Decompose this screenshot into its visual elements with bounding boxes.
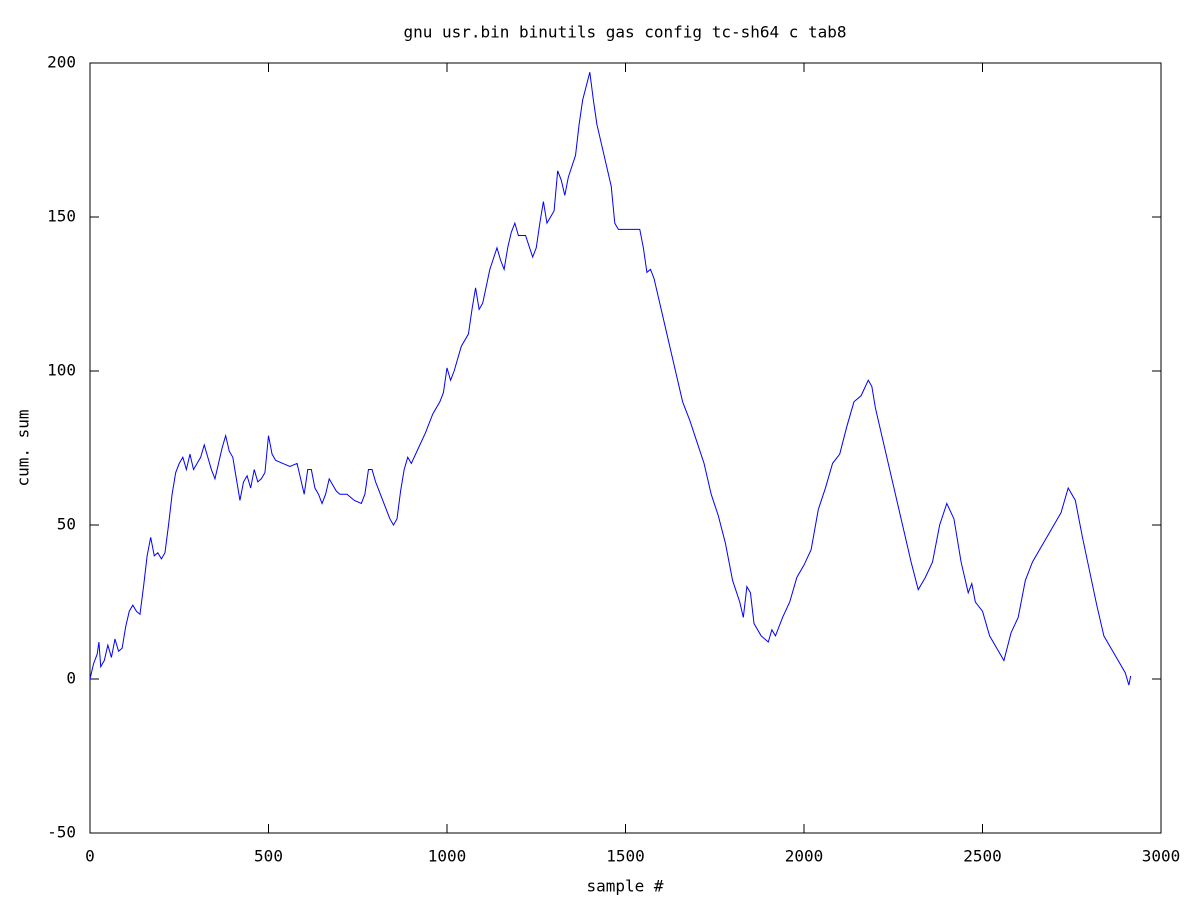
y-tick-label: 50 <box>57 515 76 534</box>
x-axis-label: sample # <box>586 877 663 896</box>
data-line <box>89 72 1132 686</box>
x-tick-label: 500 <box>254 847 283 866</box>
y-tick-label: 150 <box>47 207 76 226</box>
y-tick-label: 200 <box>47 53 76 72</box>
x-tick-label: 3000 <box>1142 847 1181 866</box>
x-tick-label: 2000 <box>785 847 824 866</box>
y-tick-label: 0 <box>66 669 76 688</box>
x-tick-label: 1000 <box>428 847 467 866</box>
plot-border <box>89 62 1162 834</box>
y-tick-label: -50 <box>47 823 76 842</box>
chart-title: gnu usr.bin binutils gas config tc-sh64 … <box>403 23 846 42</box>
y-axis-label: cum. sum <box>14 409 33 486</box>
x-tick-label: 2500 <box>963 847 1002 866</box>
x-tick-label: 0 <box>85 847 95 866</box>
x-tick-label: 1500 <box>606 847 645 866</box>
y-tick-label: 100 <box>47 361 76 380</box>
